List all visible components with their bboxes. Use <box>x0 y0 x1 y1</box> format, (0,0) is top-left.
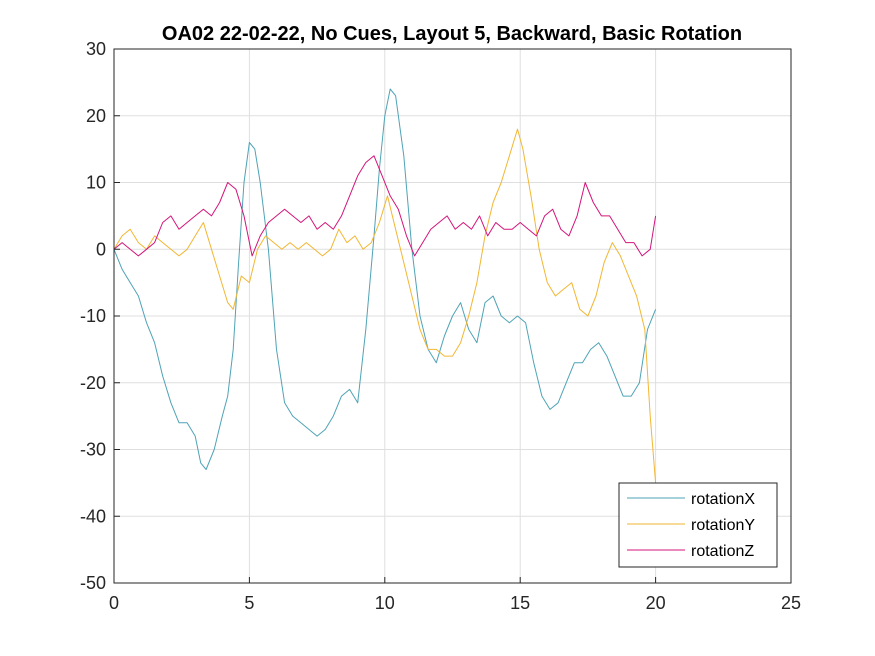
y-tick-label: 20 <box>86 106 106 126</box>
series-line-rotationY <box>113 128 657 483</box>
x-tick-label: 20 <box>646 593 666 613</box>
y-tick-label: -40 <box>80 506 106 526</box>
y-tick-label: 30 <box>86 39 106 59</box>
series-line-rotationZ <box>113 155 657 257</box>
legend-label: rotationY <box>691 517 755 534</box>
axis-ticks: 0 5 10 15 20 25 30 20 10 0 -10 -20 -30 -40 -50 <box>80 39 801 613</box>
x-tick-label: 15 <box>510 593 530 613</box>
y-tick-label: -20 <box>80 373 106 393</box>
x-tick-label: 25 <box>781 593 801 613</box>
y-tick-label: -10 <box>80 306 106 326</box>
x-tick-label: 0 <box>109 593 119 613</box>
y-tick-label: 10 <box>86 173 106 193</box>
x-tick-label: 5 <box>244 593 254 613</box>
legend-box <box>618 482 778 568</box>
y-tick-label: -50 <box>80 573 106 593</box>
series-lines <box>113 88 657 483</box>
legend-label: rotationX <box>691 491 755 508</box>
y-tick-label: 0 <box>96 239 106 259</box>
legend: rotationX rotationY rotationZ <box>618 482 778 568</box>
x-tick-label: 10 <box>375 593 395 613</box>
legend-label: rotationZ <box>691 543 754 560</box>
chart-title: OA02 22-02-22, No Cues, Layout 5, Backwa… <box>162 23 742 45</box>
y-tick-label: -30 <box>80 440 106 460</box>
series-line-rotationX <box>113 88 657 470</box>
